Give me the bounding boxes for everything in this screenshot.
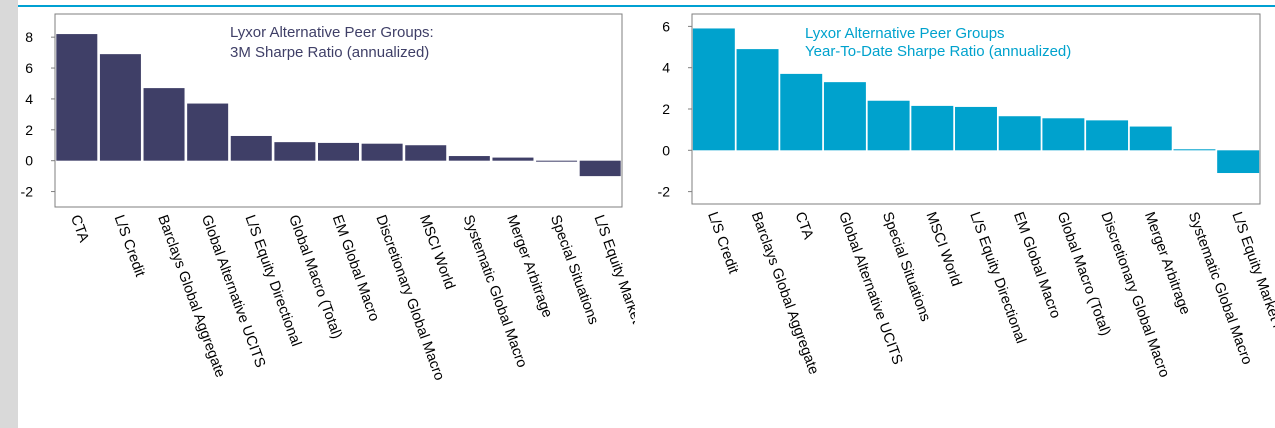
y-tick-label: 6	[25, 60, 33, 76]
bar	[536, 160, 578, 162]
bar	[579, 160, 621, 177]
bar	[361, 143, 403, 161]
y-tick-label: 2	[25, 122, 33, 138]
y-tick-label: 4	[662, 60, 670, 76]
y-tick-label: 4	[25, 91, 33, 107]
chart-title: Lyxor Alternative Peer Groups:	[230, 24, 434, 41]
category-label: MSCI World	[416, 213, 458, 292]
bar	[99, 54, 141, 161]
bar	[780, 73, 823, 151]
bar	[56, 34, 98, 161]
category-label: Special Situations	[879, 210, 933, 324]
y-tick-label: 8	[25, 29, 33, 45]
bar	[867, 100, 910, 151]
category-label: Special Situations	[547, 213, 601, 327]
bar	[1042, 118, 1085, 151]
bar	[318, 142, 359, 161]
category-label: EM Global Macro	[1010, 210, 1063, 321]
bar	[1086, 120, 1129, 151]
bar	[143, 88, 185, 161]
chart-subtitle: 3M Sharpe Ratio (annualized)	[230, 44, 429, 61]
bar	[274, 142, 316, 161]
category-label: Merger Arbitrage	[1141, 210, 1193, 317]
bar	[736, 49, 779, 151]
bar	[492, 157, 534, 161]
bar	[1129, 126, 1172, 151]
category-label: MSCI World	[923, 210, 965, 289]
chart-subtitle: Year-To-Date Sharpe Ratio (annualized)	[805, 43, 1071, 60]
left-margin-strip	[0, 0, 18, 428]
bar	[692, 28, 735, 151]
bar	[911, 105, 954, 151]
bar	[448, 156, 490, 161]
y-tick-label: 0	[662, 142, 670, 158]
y-tick-label: 0	[25, 153, 33, 169]
bar	[998, 116, 1041, 151]
category-label: Merger Arbitrage	[503, 213, 555, 320]
bar	[187, 103, 229, 161]
y-tick-label: -2	[658, 184, 671, 200]
y-tick-label: -2	[21, 184, 34, 200]
category-label: CTA	[791, 210, 816, 242]
bar	[230, 135, 272, 161]
bar	[1173, 149, 1216, 151]
category-label: CTA	[67, 213, 92, 245]
bar	[405, 145, 447, 161]
category-label: L/S Credit	[111, 213, 148, 279]
category-label: L/S Equity Market Neutral	[590, 213, 635, 374]
bar	[823, 82, 866, 151]
category-label: EM Global Macro	[329, 213, 382, 324]
chart-title: Lyxor Alternative Peer Groups	[805, 25, 1005, 42]
top-accent-rule	[18, 5, 1275, 7]
bar	[955, 106, 997, 151]
y-tick-label: 2	[662, 101, 670, 117]
category-label: L/S Credit	[704, 210, 741, 276]
y-tick-label: 6	[662, 18, 670, 34]
bar	[1217, 150, 1260, 174]
plot-area	[54, 13, 623, 208]
